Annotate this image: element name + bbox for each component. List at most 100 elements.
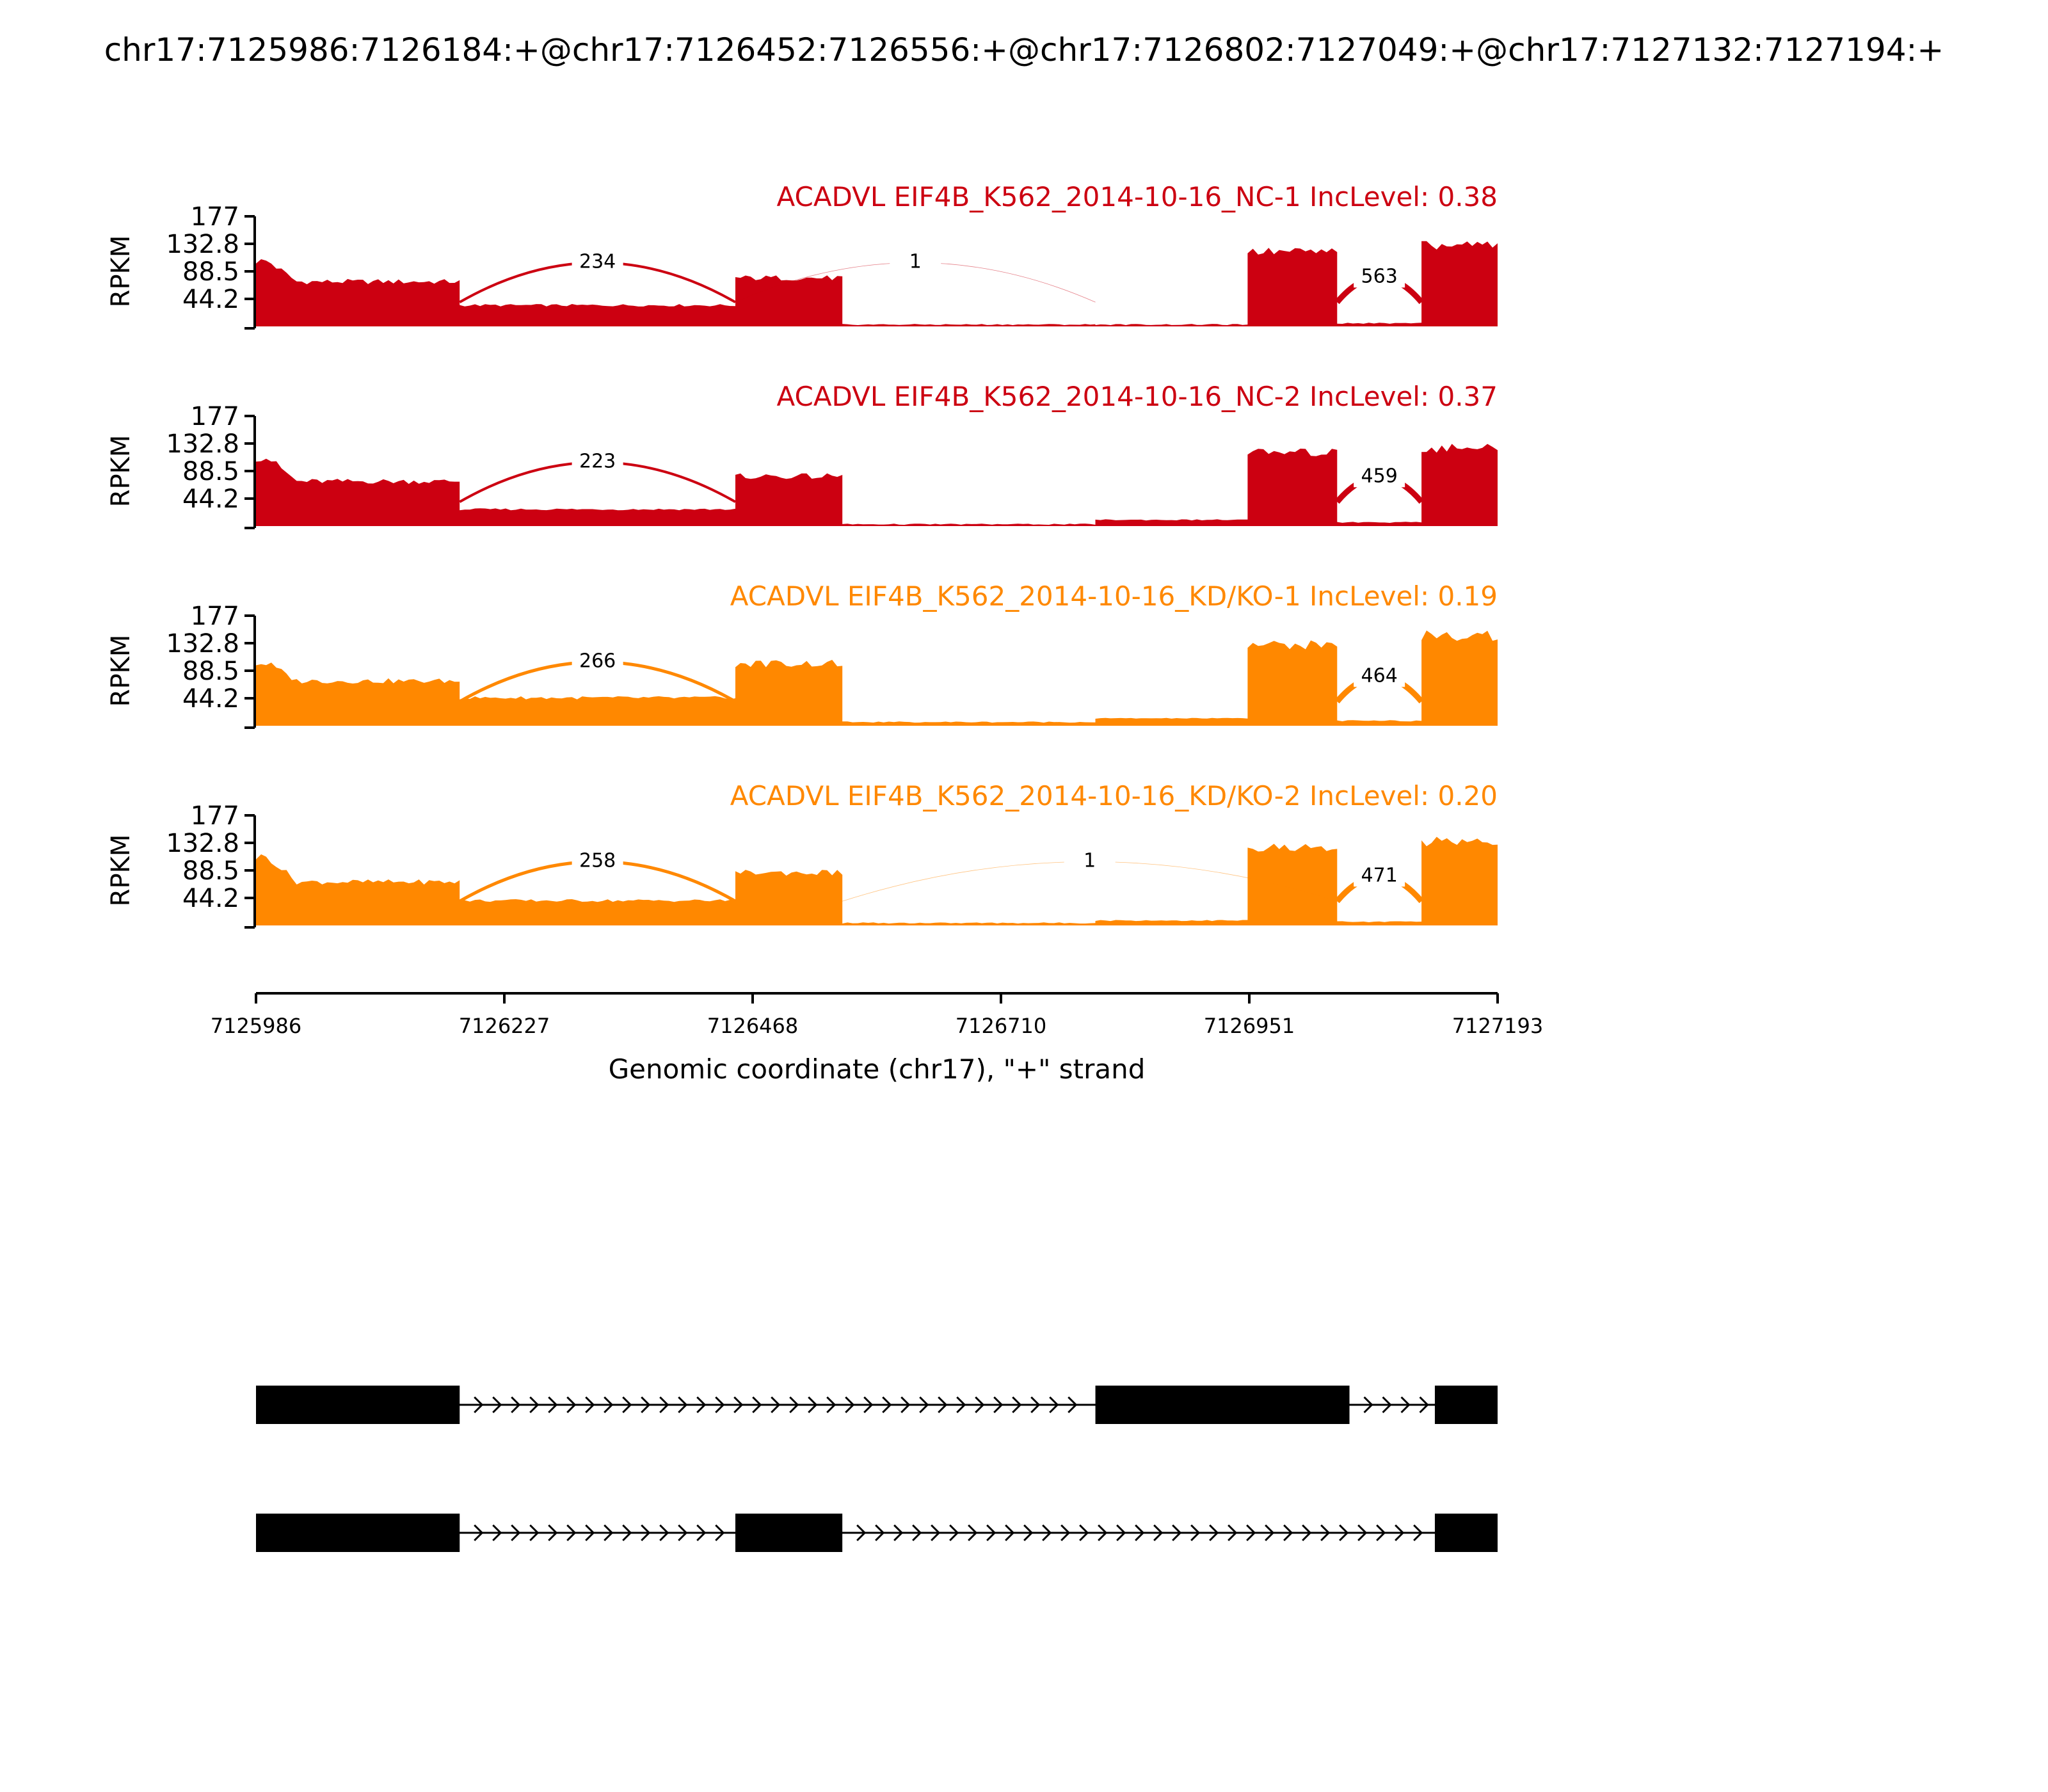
strand-arrow bbox=[1116, 1524, 1126, 1542]
strand-arrow bbox=[604, 1396, 614, 1414]
coverage-area bbox=[256, 836, 1498, 925]
strand-arrow bbox=[1209, 1524, 1219, 1542]
gene-model bbox=[256, 1514, 1498, 1552]
strand-arrow bbox=[659, 1396, 669, 1414]
strand-arrow bbox=[715, 1396, 725, 1414]
strand-arrow bbox=[826, 1396, 836, 1414]
strand-arrow bbox=[1153, 1524, 1164, 1542]
strand-arrow bbox=[875, 1524, 885, 1542]
exon-block bbox=[1434, 1386, 1498, 1424]
junction-count-label: 563 bbox=[1361, 265, 1398, 287]
strand-arrow bbox=[1363, 1396, 1373, 1414]
junction-label-box bbox=[572, 447, 623, 473]
strand-arrow bbox=[474, 1524, 484, 1542]
strand-arrow bbox=[789, 1396, 799, 1414]
strand-arrow bbox=[1049, 1396, 1059, 1414]
y-tick-label: 132.8 bbox=[166, 429, 239, 459]
y-axis-label: RPKM bbox=[106, 435, 136, 508]
strand-arrow bbox=[931, 1524, 941, 1542]
junction-count-label: 258 bbox=[579, 849, 616, 872]
junction-count-label: 459 bbox=[1361, 465, 1398, 487]
strand-arrow bbox=[548, 1524, 558, 1542]
strand-arrow bbox=[1190, 1524, 1201, 1542]
y-axis-label: RPKM bbox=[106, 835, 136, 907]
strand-arrow bbox=[622, 1396, 632, 1414]
y-tick-label: 177 bbox=[191, 202, 239, 232]
strand-arrow bbox=[1413, 1524, 1423, 1542]
strand-arrow bbox=[1060, 1524, 1071, 1542]
strand-arrow bbox=[696, 1524, 707, 1542]
strand-arrow bbox=[938, 1396, 948, 1414]
exon-block bbox=[735, 1514, 843, 1552]
strand-arrow bbox=[715, 1524, 725, 1542]
strand-arrow bbox=[900, 1396, 911, 1414]
strand-arrow bbox=[585, 1524, 595, 1542]
strand-arrow bbox=[1030, 1396, 1041, 1414]
strand-arrow bbox=[622, 1524, 632, 1542]
y-axis-label: RPKM bbox=[106, 635, 136, 707]
strand-arrow bbox=[1042, 1524, 1052, 1542]
strand-arrow bbox=[641, 1396, 651, 1414]
junction-label-box bbox=[1354, 661, 1405, 687]
panel-title: ACADVL EIF4B_K562_2014-10-16_KD/KO-2 Inc… bbox=[730, 780, 1498, 812]
strand-arrow bbox=[1068, 1396, 1078, 1414]
strand-arrow bbox=[882, 1396, 892, 1414]
junction-label-box bbox=[572, 646, 623, 673]
strand-arrow bbox=[863, 1396, 874, 1414]
strand-arrow bbox=[912, 1524, 922, 1542]
junction-count-label: 1 bbox=[1084, 849, 1096, 872]
junction-label-box bbox=[1064, 846, 1116, 872]
y-tick-label: 177 bbox=[191, 801, 239, 831]
strand-arrow bbox=[678, 1524, 688, 1542]
x-tick-label: 7126710 bbox=[956, 1014, 1047, 1038]
y-tick-label: 88.5 bbox=[182, 457, 239, 486]
junction-label-box bbox=[1354, 461, 1405, 488]
strand-arrow bbox=[604, 1524, 614, 1542]
strand-arrow bbox=[986, 1524, 996, 1542]
strand-arrow bbox=[566, 1396, 577, 1414]
junction-count-label: 464 bbox=[1361, 664, 1398, 687]
strand-arrow bbox=[548, 1396, 558, 1414]
strand-arrow bbox=[1382, 1396, 1392, 1414]
junction-count-label: 471 bbox=[1361, 864, 1398, 886]
y-tick-label: 44.2 bbox=[182, 484, 239, 514]
strand-arrow bbox=[492, 1524, 502, 1542]
strand-arrow bbox=[975, 1396, 985, 1414]
strand-arrow bbox=[1320, 1524, 1331, 1542]
strand-arrow bbox=[993, 1396, 1004, 1414]
panel-title: ACADVL EIF4B_K562_2014-10-16_NC-1 IncLev… bbox=[777, 181, 1498, 212]
strand-arrow bbox=[1376, 1524, 1386, 1542]
strand-arrow bbox=[1419, 1396, 1429, 1414]
strand-arrow bbox=[585, 1396, 595, 1414]
y-tick-label: 44.2 bbox=[182, 684, 239, 714]
strand-arrow bbox=[1079, 1524, 1089, 1542]
y-tick-label: 177 bbox=[191, 402, 239, 431]
junction-count-label: 223 bbox=[579, 450, 616, 472]
strand-arrow bbox=[968, 1524, 978, 1542]
strand-arrow bbox=[659, 1524, 669, 1542]
strand-arrow bbox=[845, 1396, 855, 1414]
strand-arrow bbox=[1265, 1524, 1275, 1542]
strand-arrow bbox=[752, 1396, 762, 1414]
junction-label-box bbox=[1354, 861, 1405, 887]
y-tick-label: 177 bbox=[191, 602, 239, 631]
junction-count-label: 1 bbox=[909, 250, 922, 273]
strand-arrow bbox=[808, 1396, 818, 1414]
strand-arrow bbox=[1098, 1524, 1108, 1542]
x-tick-label: 7127193 bbox=[1452, 1014, 1544, 1038]
panel-title: ACADVL EIF4B_K562_2014-10-16_KD/KO-1 Inc… bbox=[730, 580, 1498, 612]
coverage-area bbox=[256, 444, 1498, 526]
strand-arrow bbox=[474, 1396, 484, 1414]
y-tick-label: 44.2 bbox=[182, 884, 239, 913]
y-tick-label: 132.8 bbox=[166, 829, 239, 858]
strand-arrow bbox=[956, 1396, 966, 1414]
strand-arrow bbox=[641, 1524, 651, 1542]
y-tick-label: 88.5 bbox=[182, 657, 239, 686]
strand-arrow bbox=[919, 1396, 929, 1414]
strand-arrow bbox=[949, 1524, 959, 1542]
strand-arrow bbox=[1400, 1396, 1411, 1414]
